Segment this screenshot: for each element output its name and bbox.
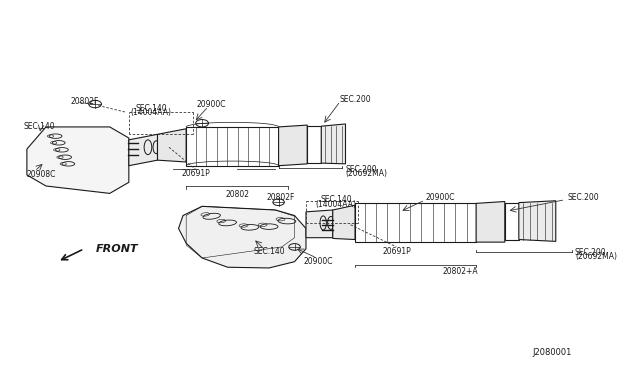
Text: (14004AA): (14004AA) <box>316 200 356 209</box>
Text: SEC.140: SEC.140 <box>320 195 352 204</box>
Polygon shape <box>157 129 186 162</box>
Text: 20802F: 20802F <box>70 97 99 106</box>
Text: SEC.140: SEC.140 <box>135 104 167 113</box>
Text: 20900C: 20900C <box>197 100 227 109</box>
Text: J2080001: J2080001 <box>532 347 572 357</box>
Text: 20908C: 20908C <box>27 170 56 179</box>
Polygon shape <box>519 201 556 241</box>
Polygon shape <box>321 124 346 164</box>
Polygon shape <box>278 125 307 166</box>
Bar <box>355 203 476 242</box>
Text: SEC.200: SEC.200 <box>346 165 377 174</box>
Text: SEC.140: SEC.140 <box>23 122 54 131</box>
Polygon shape <box>333 205 355 240</box>
Text: SEC.140: SEC.140 <box>253 247 285 256</box>
Text: SEC.200: SEC.200 <box>567 193 599 202</box>
Polygon shape <box>129 134 157 166</box>
Polygon shape <box>476 202 505 242</box>
Text: 20691P: 20691P <box>181 169 210 177</box>
Text: FRONT: FRONT <box>96 244 138 254</box>
Text: 20900C: 20900C <box>304 257 333 266</box>
Text: 20802: 20802 <box>225 190 249 199</box>
Polygon shape <box>27 127 129 193</box>
Text: (20692MA): (20692MA) <box>346 169 387 178</box>
Text: (20692MA): (20692MA) <box>575 252 617 262</box>
Text: (14004AA): (14004AA) <box>131 108 172 118</box>
Polygon shape <box>306 210 333 238</box>
Polygon shape <box>179 206 306 268</box>
Text: 20900C: 20900C <box>425 193 454 202</box>
Text: SEC.200: SEC.200 <box>575 248 607 257</box>
Text: 20691P: 20691P <box>382 247 411 256</box>
Bar <box>186 127 278 166</box>
Text: 20802+A: 20802+A <box>442 267 478 276</box>
Text: SEC.200: SEC.200 <box>339 95 371 104</box>
Bar <box>307 126 321 163</box>
Bar <box>505 203 519 240</box>
Text: 20802F: 20802F <box>266 193 294 202</box>
